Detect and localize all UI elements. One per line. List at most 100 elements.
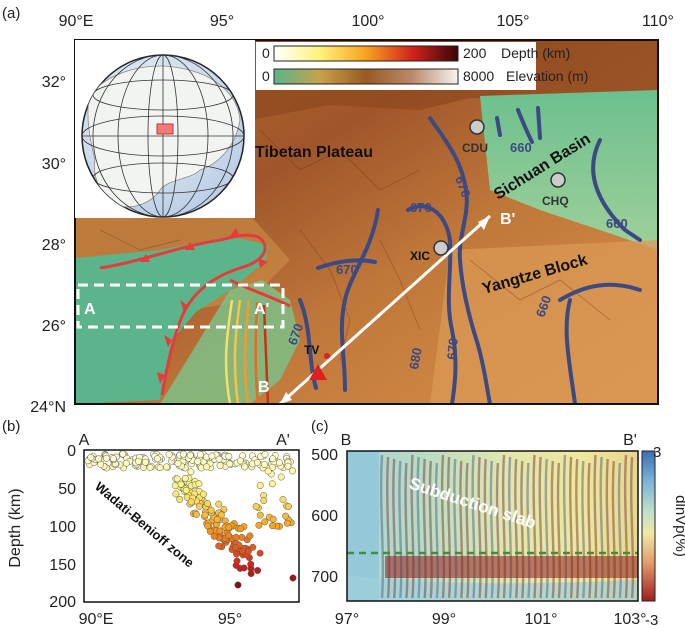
earthquake-point xyxy=(246,532,254,540)
earthquake-point xyxy=(234,581,242,589)
contour-660-yangtze xyxy=(558,282,642,302)
earthquake-point xyxy=(279,496,287,503)
panel-b-right: A' xyxy=(276,432,290,449)
velocity-stripe xyxy=(465,462,470,599)
contour-680 xyxy=(406,204,458,404)
earthquake-point xyxy=(172,490,180,498)
earthquake-point xyxy=(208,452,216,460)
city-chq: CHQ xyxy=(542,172,569,208)
velocity-stripe xyxy=(483,458,488,599)
volcano-icon xyxy=(309,364,327,380)
tomography-section xyxy=(347,451,638,601)
earthquake-point xyxy=(171,482,179,490)
panel-c-frame xyxy=(346,450,639,602)
contour-label-660-cdu: 660 xyxy=(510,140,532,155)
elevation-colorbar: 0 8000 Elevation (m) xyxy=(262,68,588,85)
region-tibetan-plateau: Tibetan Plateau xyxy=(255,144,373,161)
earthquake-point xyxy=(247,570,255,578)
earthquake-point xyxy=(253,459,261,467)
panel-c-right: B' xyxy=(623,432,637,449)
contour-670-west xyxy=(316,258,377,270)
elev-bar-max: 8000 xyxy=(463,68,494,84)
velocity-stripe xyxy=(623,454,629,599)
contour-670-east xyxy=(428,116,492,404)
velocity-stripe xyxy=(526,462,531,599)
panel-b-label: (b) xyxy=(2,418,20,435)
earthquake-point xyxy=(192,510,200,518)
earthquake-point xyxy=(163,463,171,471)
b-xtick-90: 90°E xyxy=(79,611,114,628)
earthquake-point xyxy=(95,455,103,463)
yangtze-terrain xyxy=(430,240,658,404)
contour-label-670-tv: 670 xyxy=(285,322,307,348)
b-xtick-95: 95° xyxy=(218,611,242,628)
earthquake-point xyxy=(232,543,240,551)
velocity-stripe xyxy=(538,456,543,599)
profile-label-a: A xyxy=(84,301,96,318)
profile-b-arrow-start xyxy=(280,392,292,404)
city-label-cdu: CDU xyxy=(462,141,488,155)
earthquake-point xyxy=(122,459,130,467)
earthquake-point xyxy=(186,451,194,459)
graticule xyxy=(82,55,244,217)
earthquake-point xyxy=(187,468,195,476)
c-ytick-700: 700 xyxy=(311,569,338,586)
inset-globe xyxy=(81,54,245,218)
earthquake-point xyxy=(182,486,190,494)
velocity-stripe xyxy=(386,456,391,599)
lat-tick-28: 28° xyxy=(42,237,66,254)
earthquake-point xyxy=(173,475,181,483)
earthquake-point xyxy=(216,527,224,535)
earthquake-point xyxy=(213,516,221,523)
contour-label-670-a: 670 xyxy=(452,174,474,200)
panel-c-yticks: 500 600 700 xyxy=(311,447,338,586)
lat-tick-24: 24°N xyxy=(30,399,66,416)
contour-label-670-d: 670 xyxy=(410,200,432,215)
thrust-teeth xyxy=(140,228,268,384)
earthquake-point xyxy=(283,519,291,527)
earthquake-point xyxy=(215,455,223,463)
city-label-xic: XIC xyxy=(410,249,430,263)
earthquake-point xyxy=(241,463,249,471)
contour-660-stub2 xyxy=(536,106,542,140)
velocity-stripe xyxy=(422,458,427,599)
earthquake-point xyxy=(269,463,276,471)
velocity-stripe xyxy=(379,454,385,599)
earthquake-point xyxy=(156,464,164,472)
slow-anomaly-band xyxy=(385,556,638,578)
panel-b-xticks: 90°E 95° xyxy=(79,611,243,628)
earthquake-point xyxy=(244,547,252,555)
panel-b-left: A xyxy=(79,432,90,449)
dlnvp-colorbar: 3 -3 dlnVp(%) xyxy=(641,444,685,629)
lon-tick-90: 90°E xyxy=(59,13,94,30)
earthquake-point xyxy=(217,511,225,519)
b-ytick-200: 200 xyxy=(49,594,76,611)
earthquake-point xyxy=(204,500,211,508)
c-xtick-101: 101° xyxy=(524,611,557,628)
earthquake-point xyxy=(269,515,277,523)
depth-colorbar: 0 200 Depth (km) xyxy=(262,45,570,62)
lon-tick-95: 95° xyxy=(210,13,234,30)
velocity-stripe xyxy=(569,456,574,599)
velocity-stripe xyxy=(440,454,446,599)
earthquake-point xyxy=(146,463,154,471)
b-ytick-100: 100 xyxy=(49,519,76,536)
velocity-stripe xyxy=(593,454,598,599)
earthquake-point xyxy=(261,518,269,526)
panel-a-label: (a) xyxy=(2,5,20,22)
earthquake-point xyxy=(282,512,290,520)
lon-tick-labels: 90°E 95° 100° 105° 110° xyxy=(59,13,674,30)
earthquake-point xyxy=(109,455,117,463)
earthquake-point xyxy=(256,482,264,489)
earthquake-point xyxy=(269,522,276,530)
velocity-stripe xyxy=(605,458,610,599)
earthquake-point xyxy=(284,462,292,470)
contour-label-670-b: 670 xyxy=(336,262,358,277)
lat-tick-30: 30° xyxy=(42,156,66,173)
contour-660-cdu xyxy=(516,108,534,144)
earthquake-point xyxy=(195,502,203,510)
map-frame xyxy=(74,39,659,405)
earthquake-point xyxy=(236,457,244,465)
city-cdu: CDU xyxy=(462,119,488,155)
